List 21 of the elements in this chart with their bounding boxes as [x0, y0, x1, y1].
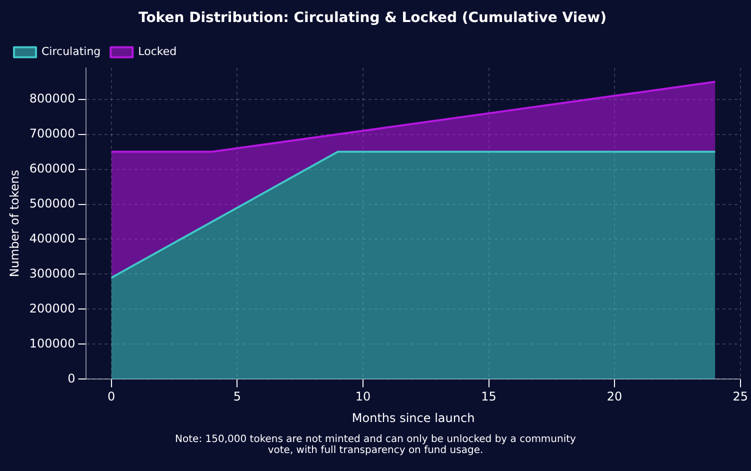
- y-tick-label: 200000: [29, 301, 76, 316]
- y-tick-label: 100000: [29, 336, 76, 350]
- legend-label: Circulating: [42, 45, 101, 58]
- y-axis-title: Number of tokens: [7, 170, 22, 278]
- x-tick-label: 10: [355, 390, 371, 404]
- chart-title: Token Distribution: Circulating & Locked (Cumulative View): [138, 10, 606, 26]
- y-tick-label: 600000: [29, 161, 76, 176]
- y-tick-label: 0: [68, 371, 76, 386]
- x-axis-title: Months since launch: [352, 410, 475, 425]
- x-tick-label: 0: [108, 390, 116, 404]
- legend-label: Locked: [138, 45, 177, 58]
- y-tick-label: 700000: [29, 126, 76, 140]
- x-tick-label: 20: [606, 390, 622, 404]
- y-tick-label: 300000: [29, 266, 76, 280]
- y-tick-label: 400000: [29, 231, 76, 246]
- x-tick-label: 25: [732, 390, 748, 404]
- y-tick-label: 500000: [29, 196, 76, 210]
- x-tick-label: 15: [481, 390, 496, 404]
- text: Note: 150,000 tokens are not minted and can only be unlocked by a community vote, with full transparency on fund usage.: [174, 434, 577, 456]
- y-tick-label: 800000: [29, 91, 76, 106]
- x-tick-label: 5: [233, 390, 241, 404]
